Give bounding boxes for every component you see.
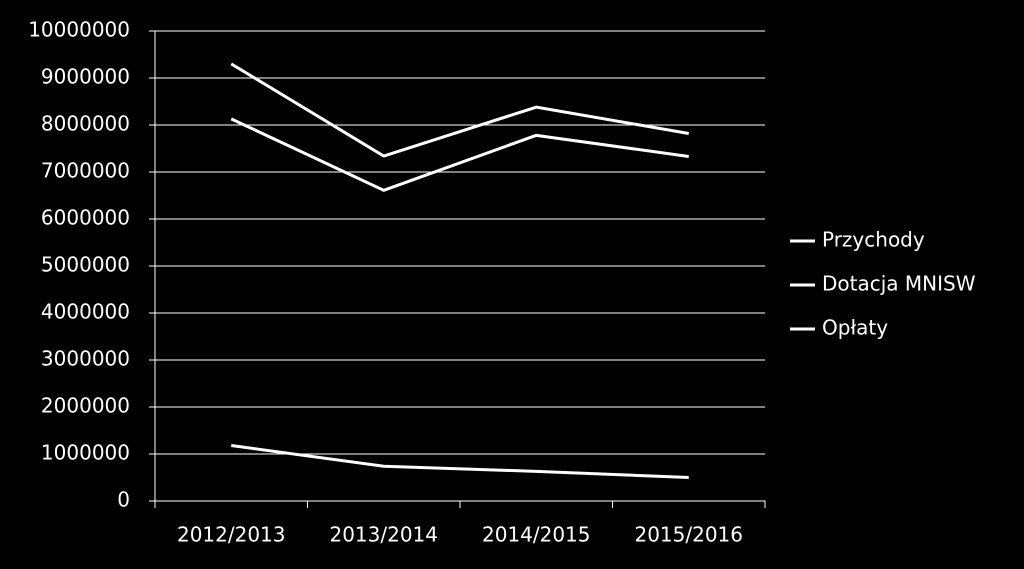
x-tick-label: 2012/2013: [177, 523, 286, 547]
series-line: [230, 117, 689, 192]
legend-label: Przychody: [822, 228, 925, 252]
y-tick-label: 0: [117, 488, 130, 512]
y-tick-label: 7000000: [41, 159, 130, 183]
y-tick-label: 10000000: [28, 18, 130, 42]
legend-label: Opłaty: [822, 316, 888, 340]
y-tick-label: 6000000: [41, 206, 130, 230]
y-tick-label: 3000000: [41, 347, 130, 371]
y-tick-label: 4000000: [41, 300, 130, 324]
y-tick-label: 5000000: [41, 253, 130, 277]
y-tick-label: 1000000: [41, 441, 130, 465]
series-line: [230, 62, 690, 158]
x-tick-label: 2015/2016: [634, 523, 743, 547]
legend-label: Dotacja MNISW: [822, 272, 976, 296]
y-tick-label: 8000000: [41, 112, 130, 136]
x-tick-label: 2014/2015: [482, 523, 591, 547]
y-tick-label: 2000000: [41, 394, 130, 418]
series-line: [231, 444, 689, 479]
x-tick-label: 2013/2014: [329, 523, 438, 547]
y-tick-label: 9000000: [41, 65, 130, 89]
